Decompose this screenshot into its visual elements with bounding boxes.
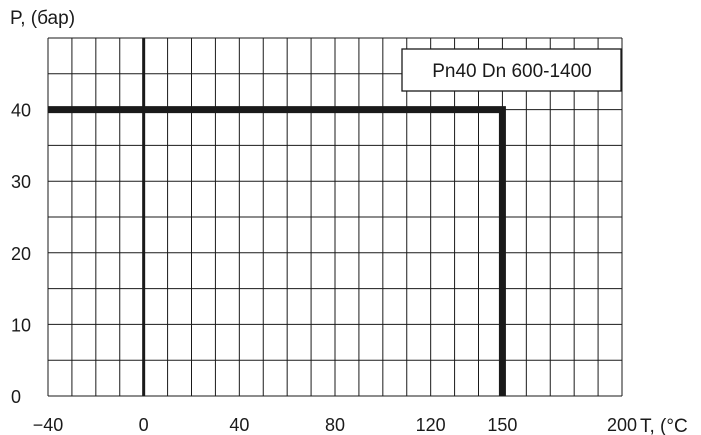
y-axis-label: P, (бар): [10, 8, 75, 29]
x-tick-label: 120: [416, 415, 446, 435]
series-line: [48, 106, 506, 396]
x-tick-label: 80: [325, 415, 345, 435]
x-tick-label: −40: [33, 415, 64, 435]
y-tick-label: 30: [11, 172, 31, 192]
y-axis-ticks: 0 10 20 30 40: [11, 101, 31, 407]
x-tick-label: 200: [607, 415, 637, 435]
legend: Pn40 Dn 600-1400: [401, 48, 622, 92]
x-axis-ticks: −40 0 40 80 120 150 200: [33, 415, 637, 435]
y-tick-label: 20: [11, 244, 31, 264]
legend-label: Pn40 Dn 600-1400: [432, 61, 592, 82]
y-tick-label: 0: [11, 387, 21, 407]
x-tick-label: 150: [487, 415, 517, 435]
grid: [47, 37, 623, 397]
y-tick-label: 10: [11, 315, 31, 335]
y-tick-label: 40: [11, 101, 31, 121]
x-axis-label: T, (°C: [640, 416, 688, 435]
legend-box: [401, 48, 622, 92]
x-tick-label: 0: [139, 415, 149, 435]
x-tick-label: 40: [229, 415, 249, 435]
